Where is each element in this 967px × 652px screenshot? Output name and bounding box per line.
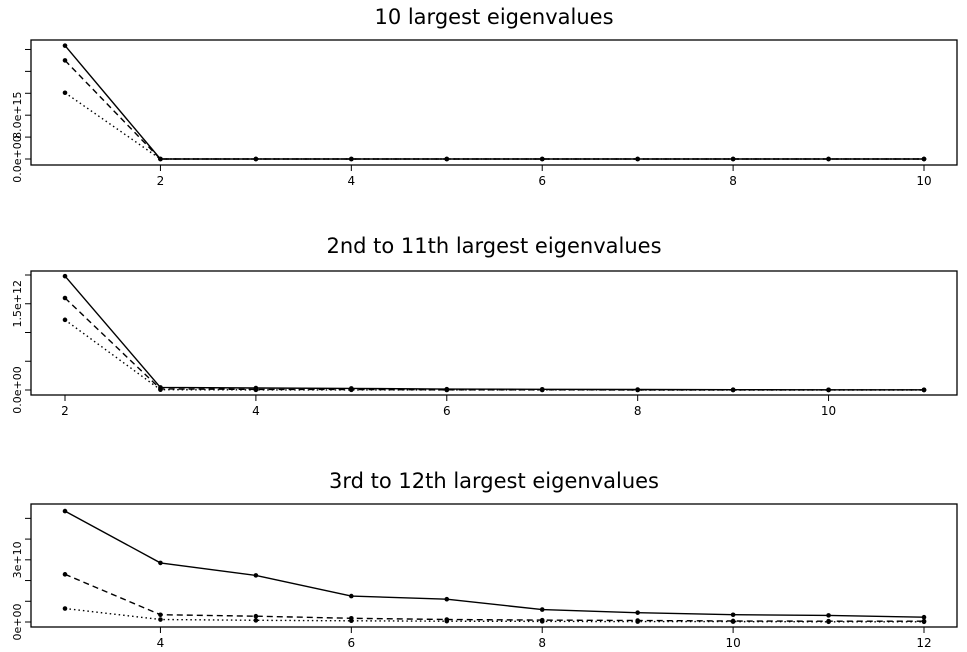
data-point [730, 387, 736, 393]
data-point [62, 606, 68, 611]
data-point [253, 573, 259, 578]
series-line-dashed [64, 297, 924, 391]
chart-panel-3: 3rd to 12th largest eigenvalues 4 6 8 10 12 0e… [11, 469, 958, 650]
data-point [62, 572, 68, 577]
x-tick-label: 2 [157, 174, 165, 188]
x-tick-label: 6 [538, 174, 546, 188]
data-point [826, 156, 831, 162]
x-tick-label: 4 [348, 174, 356, 188]
data-point [539, 387, 545, 393]
chart-title: 2nd to 11th largest eigenvalues [326, 234, 661, 258]
data-point [62, 295, 68, 301]
data-point [635, 619, 640, 624]
y-tick-label: 3e+10 [11, 541, 24, 578]
data-point [158, 612, 163, 618]
data-point [730, 156, 736, 162]
data-point [349, 387, 354, 393]
data-point [921, 614, 927, 620]
data-point [635, 610, 640, 615]
series-line-solid [64, 45, 924, 160]
data-point [826, 613, 831, 618]
data-point [826, 387, 831, 393]
x-tick-label: 6 [443, 404, 451, 418]
data-point [826, 619, 831, 625]
data-point [730, 619, 736, 624]
series-line-dotted [64, 607, 924, 623]
plot-frame [30, 270, 958, 396]
data-point [158, 617, 163, 622]
data-point [635, 156, 640, 162]
chart-panel-2: 2nd to 11th largest eigenvalues 2 4 6 8 10 0.0… [11, 234, 958, 418]
x-tick-label: 8 [729, 174, 737, 188]
data-point [921, 619, 927, 625]
data-point [158, 156, 163, 162]
data-point [62, 90, 68, 96]
y-tick-label: 0.0e+00 [11, 135, 24, 182]
y-tick-label: 0.0e+00 [11, 366, 24, 413]
x-tick-label: 8 [634, 404, 642, 418]
data-point [253, 613, 259, 619]
chart-title: 3rd to 12th largest eigenvalues [329, 469, 659, 493]
y-tick-label: 1.5e+12 [11, 280, 24, 327]
data-point [921, 387, 927, 393]
data-point [539, 607, 545, 612]
data-point [349, 593, 354, 599]
data-point [444, 387, 450, 393]
x-tick-label: 10 [725, 636, 740, 650]
series-line-solid [64, 510, 925, 618]
data-point [62, 273, 68, 279]
data-point [539, 156, 545, 162]
chart-title: 10 largest eigenvalues [374, 5, 613, 29]
data-point [921, 156, 927, 162]
plot-frame [30, 39, 958, 166]
y-tick-label: 8.0e+15 [11, 91, 24, 138]
y-tick-label: 0e+00 [11, 604, 24, 641]
data-point [444, 596, 450, 602]
data-point [730, 612, 736, 618]
data-point [444, 156, 450, 162]
x-tick-label: 8 [538, 636, 546, 650]
series-line-dotted [64, 92, 924, 160]
series-line-solid [64, 275, 924, 391]
data-point [62, 58, 68, 63]
plot-frame [30, 503, 958, 628]
x-tick-label: 2 [61, 404, 69, 418]
x-tick-label: 6 [348, 636, 356, 650]
x-tick-label: 4 [252, 404, 260, 418]
data-point [253, 387, 259, 393]
series-line-dashed [64, 59, 924, 160]
data-point [349, 156, 354, 162]
data-point [253, 618, 259, 623]
x-tick-label: 10 [916, 174, 931, 188]
data-point [635, 387, 640, 393]
chart-panel-1: 10 largest eigenvalues 2 4 6 8 10 0.0e+008.0e+… [11, 5, 958, 188]
x-tick-label: 4 [157, 636, 165, 650]
series-line-dotted [64, 319, 924, 391]
x-tick-label: 12 [916, 636, 931, 650]
data-point [62, 317, 68, 323]
data-point [349, 618, 354, 624]
data-point [62, 508, 68, 514]
data-point [158, 387, 163, 393]
data-point [253, 156, 259, 162]
data-point [539, 619, 545, 624]
data-point [158, 560, 163, 566]
data-point [62, 43, 68, 48]
series-line-dashed [64, 573, 924, 622]
data-point [444, 618, 450, 624]
x-tick-label: 10 [821, 404, 836, 418]
